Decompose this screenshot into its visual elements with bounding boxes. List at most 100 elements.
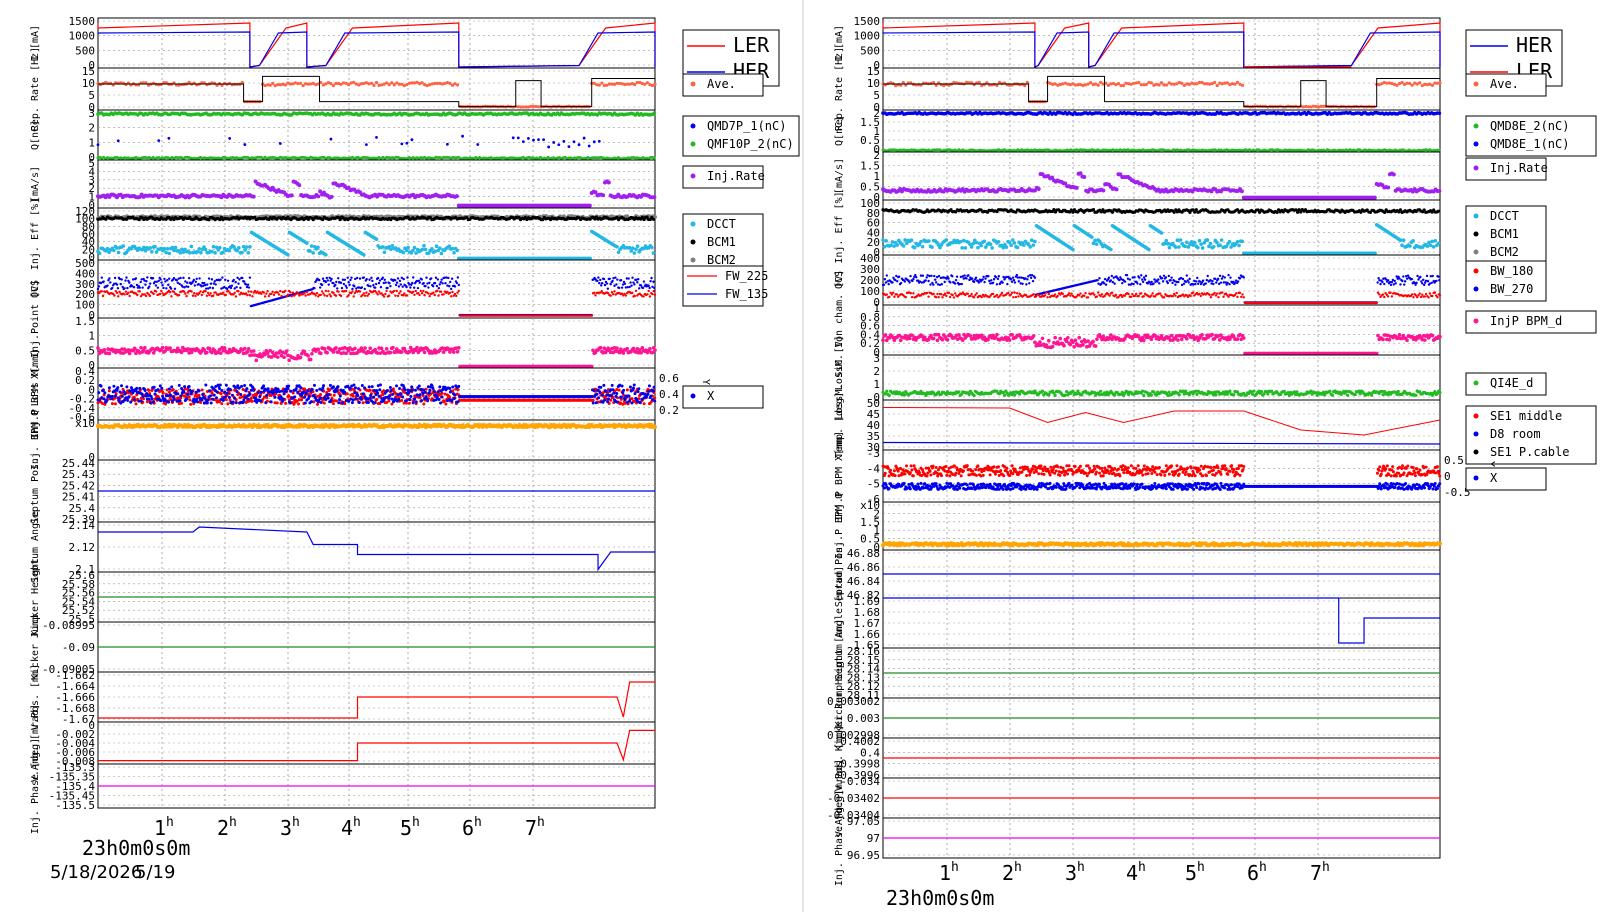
legend-entry: LER xyxy=(733,33,770,57)
y-tick-label: 1 xyxy=(873,302,880,315)
y-tick-label: x10 xyxy=(860,499,880,512)
x-tick-unit: h xyxy=(412,815,420,830)
y-tick-label: 15 xyxy=(82,65,95,78)
y-tick-label: 1.68 xyxy=(854,606,881,619)
x-tick-label: 5 xyxy=(1185,861,1197,885)
y-tick-label: -135.5 xyxy=(55,799,95,812)
y-tick-label: 40 xyxy=(867,226,880,239)
x-tick-label: 5 xyxy=(400,816,412,840)
y-tick-label: 0 xyxy=(88,101,95,114)
legend-entry: SE1 middle xyxy=(1490,409,1562,423)
y-tick-label: 0 xyxy=(88,199,95,212)
y-axis-label: I [mA] xyxy=(834,25,845,61)
y-tick-label: 4 xyxy=(88,165,95,178)
y-axis-label: Rep. Rate [Hz] xyxy=(834,47,845,131)
y-tick-label: -0.034 xyxy=(840,775,880,788)
y-tick-label: -0.006 xyxy=(55,746,95,759)
x-tick-label: 1 xyxy=(939,861,951,885)
x-tick-unit: h xyxy=(1197,860,1205,875)
y-tick-label: 25.6 xyxy=(69,569,96,582)
y-tick-label: 0 xyxy=(873,541,880,554)
y-tick-label: 0 xyxy=(873,346,880,359)
y-tick-label: -1.662 xyxy=(55,669,95,682)
y-tick-label: 28.16 xyxy=(847,645,880,658)
y-tick-label: 80 xyxy=(867,207,880,220)
y-tick-label: 40 xyxy=(867,419,880,432)
y2-tick-label: 0.6 xyxy=(659,372,679,385)
y-tick-label: 1000 xyxy=(854,30,881,43)
x-tick-unit: h xyxy=(1259,860,1267,875)
y-axis-label: Inj.P BPM Q xyxy=(834,493,845,559)
x-tick-unit: h xyxy=(1322,860,1330,875)
y-axis-label: V.Ang. [mrad] xyxy=(834,759,845,837)
y-tick-label: 0.4 xyxy=(860,328,880,341)
y-tick-label: -135.45 xyxy=(49,790,95,803)
legend-entry: DCCT xyxy=(707,217,736,231)
y-tick-label: 0 xyxy=(873,143,880,156)
y-tick-label: 2 xyxy=(873,365,880,378)
y-axis-label: Kicker Jump xyxy=(834,685,845,751)
x-tick-unit: h xyxy=(1138,860,1146,875)
y-tick-label: x10 xyxy=(75,417,95,430)
y-axis-label: Septum Angle [mrad] xyxy=(834,566,845,680)
y-tick-label: 2.12 xyxy=(69,541,96,554)
y-tick-label: 2 xyxy=(88,122,95,135)
x-tick-label: 6 xyxy=(462,816,474,840)
y-tick-label: 500 xyxy=(75,257,95,270)
y-tick-label: -0.09 xyxy=(62,641,95,654)
x-tick-unit: h xyxy=(166,815,174,830)
x-tick-unit: h xyxy=(1077,860,1085,875)
y-tick-label: 1 xyxy=(873,378,880,391)
legend-entry: QMD7P_1(nC) xyxy=(707,119,786,133)
legend-entry: QI4E_d xyxy=(1490,376,1533,390)
y-tick-label: 0.6 xyxy=(860,320,880,333)
y-tick-label: 0.2 xyxy=(860,337,880,350)
y-tick-label: 400 xyxy=(860,252,880,265)
left-panel-15: -135.3-135.35-135.4-135.45-135.5 Inj. Pha… xyxy=(30,738,656,834)
y-axis-label: V.Pos. [mm] xyxy=(30,664,41,730)
y-tick-label: 2 xyxy=(873,149,880,162)
legend-entry: FW_225 xyxy=(725,269,768,283)
y-tick-label: 2 xyxy=(873,107,880,120)
y2-tick-label: 0.2 xyxy=(659,404,679,417)
left-legend-7: X xyxy=(682,385,764,409)
left-legend-2: QMD7P_1(nC) QMF10P_2(nC) xyxy=(682,115,800,157)
y-tick-label: 0 xyxy=(873,59,880,72)
y-tick-label: 5 xyxy=(88,89,95,102)
y-tick-label: -0.004 xyxy=(55,737,95,750)
y-tick-label: -0.002 xyxy=(55,728,95,741)
y-tick-label: 100 xyxy=(860,285,880,298)
y-axis-label: Q[nC] xyxy=(30,120,41,150)
y-tick-label: 0 xyxy=(88,251,95,264)
y-tick-label: 46.88 xyxy=(847,547,880,560)
y-tick-label: -1.666 xyxy=(55,691,95,704)
y-axis-label: Inj. BPM Q xyxy=(30,410,41,470)
y-tick-label: -0.4 xyxy=(69,402,96,415)
y-tick-label: -135.35 xyxy=(49,771,95,784)
x-tick-label: 7 xyxy=(1310,861,1322,885)
y-tick-label: 2 xyxy=(88,182,95,195)
right-time-origin: 23h0m0s0m xyxy=(886,886,994,910)
legend-entry: FW_135 xyxy=(725,287,768,301)
y-tick-label: 60 xyxy=(867,217,880,230)
left-panel-2: 3 21 0 Q[nC] QMD7P_1(nC) QMF10P_2(nC) xyxy=(30,107,800,164)
y-tick-label: 1.5 xyxy=(860,116,880,129)
y-axis-label: Loss M. Inj.Point [V] xyxy=(30,280,41,406)
right-panel-2: 21.510.50 Q[nC] QMD8E_2(nC) QMD8E_1(nC) xyxy=(834,107,1597,157)
y2-tick-label: 0 xyxy=(1444,470,1451,483)
y-axis-label: LossM. Ion cham. [V] xyxy=(834,270,845,390)
left-time-origin: 23h0m0s0m xyxy=(82,836,190,860)
y-tick-label: 1 xyxy=(873,170,880,183)
y-tick-label: 100 xyxy=(75,299,95,312)
y-tick-label: 0.002998 xyxy=(827,729,880,742)
y-tick-label: -135.3 xyxy=(55,761,95,774)
left-panel-14: 0-0.002-0.004-0.006-0.008 V.Ang. [mrad] xyxy=(30,704,656,782)
y-tick-label: 0.5 xyxy=(860,181,880,194)
left-legend-3: Inj.Rate xyxy=(682,165,765,189)
